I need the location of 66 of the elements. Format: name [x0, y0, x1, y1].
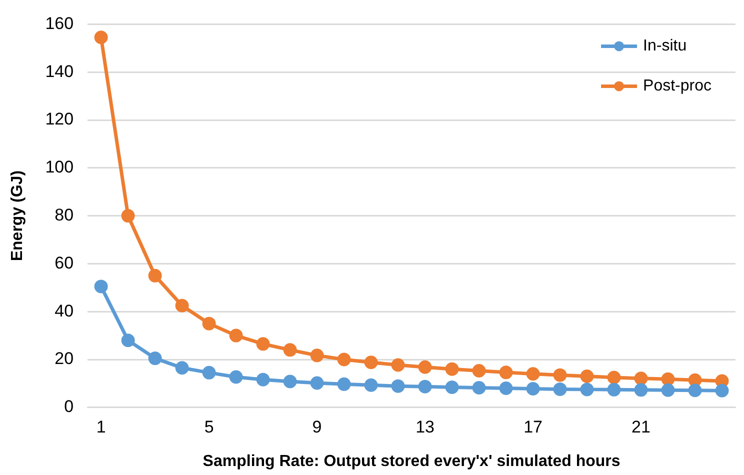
y-tick-label: 80	[54, 205, 74, 224]
point	[229, 370, 243, 384]
point	[202, 316, 216, 330]
point	[391, 358, 405, 372]
point	[364, 378, 378, 392]
point	[148, 352, 162, 366]
point	[661, 383, 675, 397]
point	[715, 384, 729, 398]
legend-label: Post-proc	[643, 78, 712, 95]
point	[310, 348, 324, 362]
point	[445, 362, 459, 376]
y-tick-label: 20	[54, 349, 74, 368]
legend-label: In-situ	[643, 38, 687, 55]
point	[526, 382, 540, 396]
point	[472, 364, 486, 378]
point	[310, 376, 324, 390]
point	[634, 372, 648, 386]
point	[661, 372, 675, 386]
point	[688, 384, 702, 398]
point	[607, 382, 621, 396]
point	[283, 374, 297, 388]
x-tick-label: 5	[204, 417, 214, 436]
point	[499, 366, 513, 380]
point	[94, 280, 108, 294]
point	[256, 337, 270, 351]
x-tick-label: 9	[312, 417, 322, 436]
point	[337, 352, 351, 366]
y-tick-label: 60	[54, 253, 74, 272]
point	[202, 366, 216, 380]
point	[526, 367, 540, 381]
y-tick-label: 160	[45, 14, 74, 33]
point	[148, 268, 162, 282]
point	[391, 379, 405, 393]
point	[175, 298, 189, 312]
x-tick-label: 13	[416, 417, 434, 436]
x-axis-title: Sampling Rate: Output stored every'x' simulated hours	[202, 452, 620, 470]
point	[364, 356, 378, 370]
y-axis-title: Energy (GJ)	[9, 170, 26, 262]
x-tick-label: 17	[524, 417, 542, 436]
y-tick-label: 0	[64, 397, 74, 416]
point	[580, 382, 594, 396]
point	[229, 328, 243, 342]
y-tick-label: 140	[45, 62, 74, 81]
point	[94, 30, 108, 44]
point	[445, 380, 459, 394]
x-tick-label: 1	[96, 417, 106, 436]
y-tick-label: 120	[45, 110, 74, 129]
point	[580, 370, 594, 384]
point	[418, 380, 432, 394]
point	[553, 368, 567, 382]
point	[499, 381, 513, 395]
point	[121, 209, 135, 223]
point	[283, 343, 297, 357]
x-tick-label: 21	[632, 417, 650, 436]
point	[553, 382, 567, 396]
y-tick-label: 40	[54, 301, 74, 320]
y-tick-label: 100	[45, 158, 74, 177]
point	[175, 361, 189, 375]
point	[472, 381, 486, 395]
point	[607, 370, 621, 384]
point	[688, 373, 702, 387]
point	[121, 334, 135, 348]
point	[418, 360, 432, 374]
point	[634, 383, 648, 397]
point	[256, 372, 270, 386]
point	[337, 377, 351, 391]
